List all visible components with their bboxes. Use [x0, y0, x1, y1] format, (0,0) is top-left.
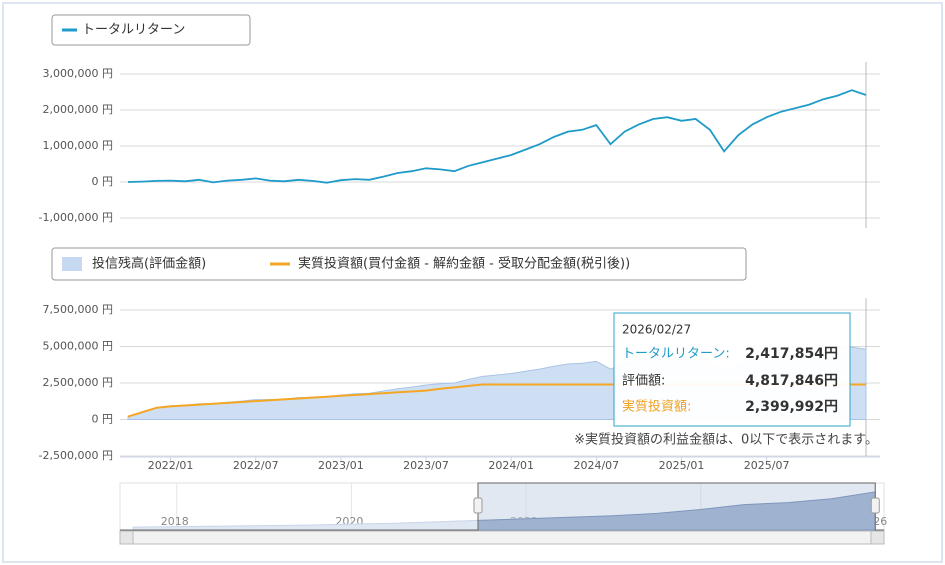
tooltip-value: 2,399,992円 [745, 399, 838, 415]
tooltip: 2026/02/27 トータルリターン: 2,417,854円 評価額: 4,8… [613, 312, 851, 427]
navigator-outline [120, 482, 884, 531]
legend-top: トータルリターン [51, 14, 251, 46]
x-tick-label: 2024/07 [573, 459, 619, 472]
x-tick-label: 2023/07 [403, 459, 449, 472]
tooltip-label: 評価額: [622, 374, 665, 389]
navigator-selected [477, 491, 876, 531]
note: ※実質投資額の利益金額は、0以下で表示されます。 [574, 432, 878, 448]
y-tick-label: 2,500,000 円 [43, 376, 113, 389]
x-tick-label: 2025/01 [659, 459, 705, 472]
x-tick-label: 2025/07 [744, 459, 790, 472]
scroll-right[interactable] [870, 530, 885, 545]
legend-label: 実質投資額(買付金額 - 解約金額 - 受取分配金額(税引後)) [298, 256, 630, 272]
x-tick-label: 2024/01 [488, 459, 534, 472]
y-tick-label: 2,000,000 円 [43, 103, 113, 116]
legend-swatch [62, 257, 82, 271]
handle[interactable] [473, 497, 483, 514]
legend-label: トータルリターン [82, 23, 185, 38]
tooltip-value: 2,417,854円 [745, 346, 838, 362]
legend-bottom: 投信残高(評価金額) 実質投資額(買付金額 - 解約金額 - 受取分配金額(税引… [51, 247, 747, 281]
y-tick-label: 1,000,000 円 [43, 139, 113, 152]
tooltip-label: トータルリターン: [622, 347, 730, 362]
tooltip-value: 4,817,846円 [745, 373, 838, 389]
tooltip-box [613, 312, 851, 427]
x-tick-label: 2022/01 [148, 459, 194, 472]
tooltip-date: 2026/02/27 [622, 323, 691, 337]
legend-label: 投信残高(評価金額) [92, 256, 206, 272]
handle[interactable] [870, 497, 880, 514]
y-tick-label: 7,500,000 円 [43, 303, 113, 316]
tooltip-label: 実質投資額: [622, 399, 691, 415]
legend-box [51, 247, 747, 281]
line [127, 89, 867, 184]
y-tick-label: -2,500,000 円 [39, 449, 113, 462]
x-tick-label: 2022/07 [233, 459, 279, 472]
scrollbar[interactable] [119, 530, 885, 545]
scroll-left[interactable] [119, 530, 134, 545]
x-tick-label: 2018 [161, 515, 189, 528]
y-tick-label: 3,000,000 円 [43, 67, 113, 80]
y-tick-label: 0 円 [92, 175, 114, 188]
legend-box [51, 14, 251, 46]
y-tick-label: 5,000,000 円 [43, 340, 113, 353]
x-tick-label: 2023/01 [318, 459, 364, 472]
y-tick-label: -1,000,000 円 [39, 211, 113, 224]
y-tick-label: 0 円 [92, 413, 114, 426]
